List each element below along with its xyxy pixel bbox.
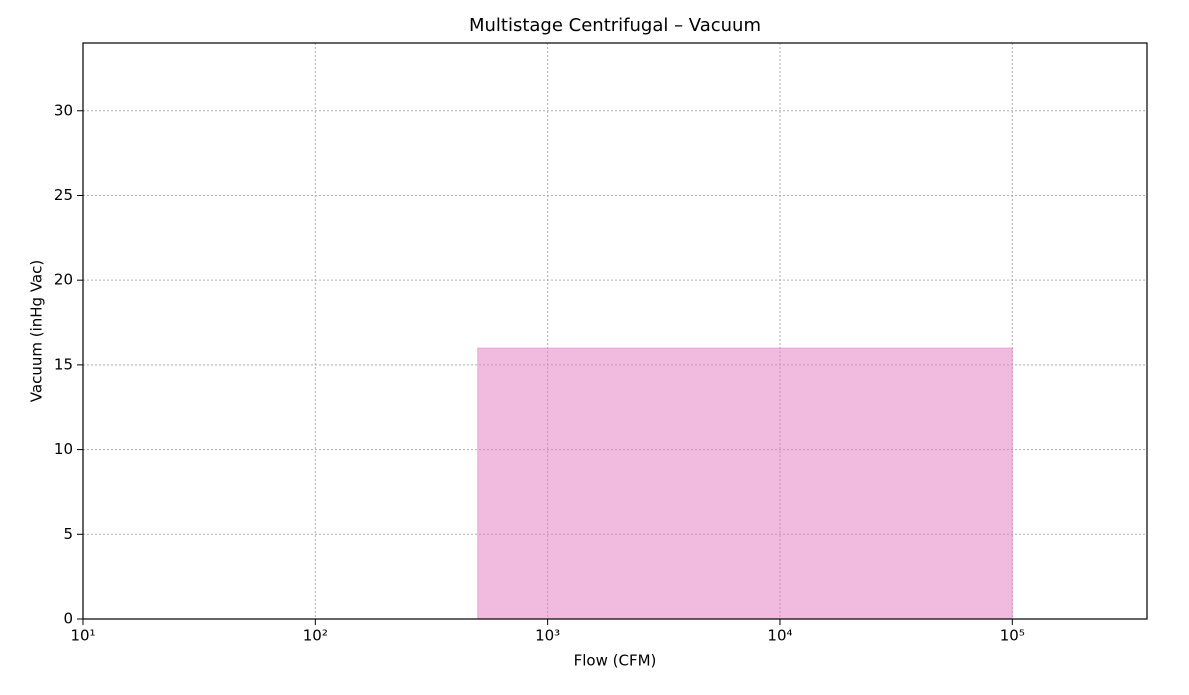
y-tick-label: 15 — [54, 355, 73, 373]
x-tick-label: 10⁴ — [767, 627, 792, 645]
x-axis-label: Flow (CFM) — [574, 652, 657, 670]
x-tick-label: 10² — [303, 627, 328, 645]
y-tick-label: 5 — [63, 525, 73, 543]
y-tick-label: 30 — [54, 101, 73, 119]
area — [477, 347, 1013, 620]
y-tick-label: 25 — [54, 186, 73, 204]
y-tick-label: 10 — [54, 440, 73, 458]
x-tick-label: 10³ — [535, 627, 560, 645]
plot-frame — [82, 42, 1148, 620]
y-axis-label: Vacuum (inHg Vac) — [28, 260, 46, 402]
x-tick-label: 10¹ — [70, 627, 95, 645]
y-tick-label: 0 — [63, 610, 73, 628]
x-tick-label: 10⁵ — [1000, 627, 1025, 645]
chart-title: Multistage Centrifugal – Vacuum — [469, 15, 761, 36]
y-tick-label: 20 — [54, 271, 73, 289]
